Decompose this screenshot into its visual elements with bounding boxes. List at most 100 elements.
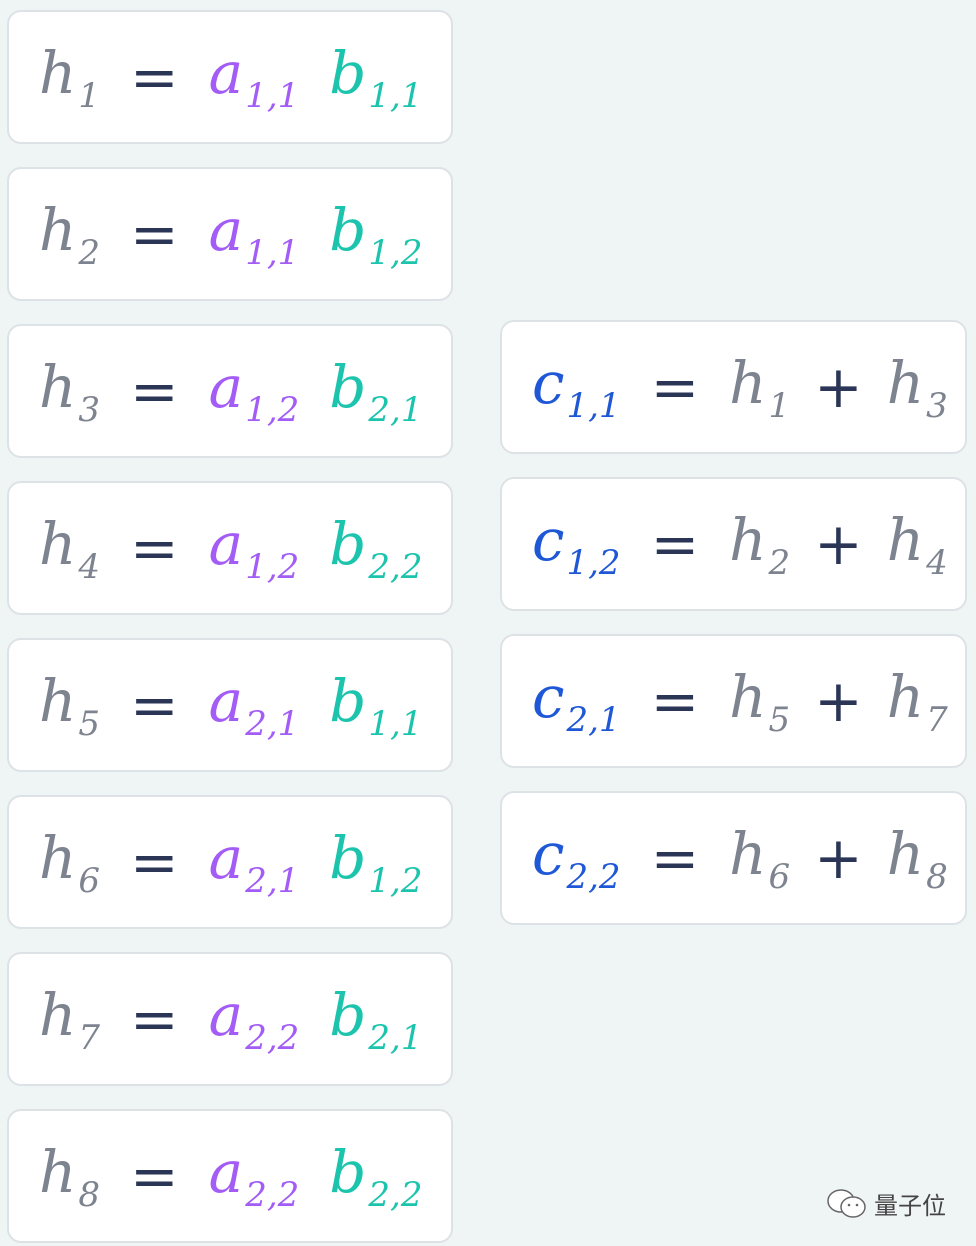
b-term-subscript: 2,1 bbox=[368, 1017, 423, 1058]
h-term-subscript: 3 bbox=[78, 389, 100, 430]
a-term-subscript: 2,1 bbox=[245, 860, 300, 901]
h-term-subscript: 7 bbox=[926, 699, 948, 740]
h-term-subscript: 8 bbox=[78, 1174, 100, 1215]
c-term: c1,2 bbox=[532, 506, 621, 583]
b-term: b2,1 bbox=[329, 353, 422, 430]
h-term: h1 bbox=[39, 39, 100, 116]
a-term-subscript: 2,2 bbox=[245, 1017, 300, 1058]
b-term-subscript: 2,2 bbox=[368, 546, 423, 587]
product-equation-card: h5 = a2,1 b1,1 bbox=[7, 638, 453, 772]
h-term: h6 bbox=[39, 824, 100, 901]
b-term: b1,2 bbox=[329, 196, 422, 273]
watermark-text: 量子位 bbox=[874, 1192, 946, 1220]
c-term-symbol: c bbox=[532, 348, 565, 417]
product-equation-card: h8 = a2,2 b2,2 bbox=[7, 1109, 453, 1243]
b-term-subscript: 1,2 bbox=[368, 232, 423, 273]
h-term-symbol: h bbox=[729, 662, 767, 731]
a-term-symbol: a bbox=[208, 38, 244, 107]
h-term: h8 bbox=[887, 820, 948, 897]
sum-equation-card: c2,1 = h5 + h7 bbox=[500, 634, 967, 768]
h-term-symbol: h bbox=[729, 819, 767, 888]
h-term-subscript: 1 bbox=[768, 385, 791, 426]
b-term: b2,1 bbox=[329, 981, 422, 1058]
h-term-subscript: 5 bbox=[768, 699, 791, 740]
h-term: h8 bbox=[39, 1138, 100, 1215]
h-term-symbol: h bbox=[886, 348, 925, 417]
equals-sign: = bbox=[130, 985, 179, 1053]
sum-equation-card: c2,2 = h6 + h8 bbox=[500, 791, 967, 925]
h-term-subscript: 2 bbox=[768, 542, 791, 583]
a-term-subscript: 1,2 bbox=[245, 546, 300, 587]
equals-sign: = bbox=[130, 1142, 179, 1210]
equals-sign: = bbox=[130, 671, 179, 739]
b-term: b1,1 bbox=[329, 39, 422, 116]
b-term-subscript: 1,2 bbox=[368, 860, 423, 901]
a-term: a1,1 bbox=[209, 39, 300, 116]
c-term-symbol: c bbox=[532, 505, 565, 574]
h-term-symbol: h bbox=[39, 352, 77, 421]
h-term: h3 bbox=[887, 349, 948, 426]
h-term-symbol: h bbox=[39, 666, 77, 735]
h-term-symbol: h bbox=[729, 505, 767, 574]
b-term-subscript: 2,1 bbox=[368, 389, 423, 430]
product-equation-card: h6 = a2,1 b1,2 bbox=[7, 795, 453, 929]
b-term: b1,1 bbox=[329, 667, 422, 744]
h-term-subscript: 6 bbox=[768, 856, 791, 897]
c-term-subscript: 1,2 bbox=[566, 542, 621, 583]
equals-sign: = bbox=[650, 824, 700, 892]
a-term-subscript: 1,1 bbox=[245, 75, 300, 116]
b-term-symbol: b bbox=[329, 195, 367, 264]
h-term-symbol: h bbox=[39, 195, 77, 264]
a-term: a2,1 bbox=[209, 667, 300, 744]
h-term-subscript: 5 bbox=[78, 703, 100, 744]
h-term-subscript: 7 bbox=[78, 1017, 100, 1058]
a-term: a2,1 bbox=[209, 824, 300, 901]
a-term-symbol: a bbox=[208, 666, 244, 735]
a-term-symbol: a bbox=[208, 195, 244, 264]
b-term-symbol: b bbox=[329, 980, 367, 1049]
c-term-subscript: 1,1 bbox=[566, 385, 621, 426]
a-term: a2,2 bbox=[209, 1138, 300, 1215]
product-equation-card: h4 = a1,2 b2,2 bbox=[7, 481, 453, 615]
a-term-subscript: 2,2 bbox=[245, 1174, 300, 1215]
h-term: h5 bbox=[729, 663, 790, 740]
a-term-subscript: 1,1 bbox=[245, 232, 300, 273]
h-term-symbol: h bbox=[39, 509, 77, 578]
product-equation-card: h3 = a1,2 b2,1 bbox=[7, 324, 453, 458]
c-term-subscript: 2,2 bbox=[566, 856, 621, 897]
h-term-subscript: 3 bbox=[926, 385, 948, 426]
a-term-subscript: 2,1 bbox=[245, 703, 300, 744]
a-term-symbol: a bbox=[208, 1137, 244, 1206]
plus-sign: + bbox=[814, 667, 863, 735]
equals-sign: = bbox=[130, 828, 179, 896]
b-term-subscript: 1,1 bbox=[368, 703, 423, 744]
a-term-symbol: a bbox=[208, 823, 244, 892]
h-term: h4 bbox=[39, 510, 100, 587]
h-term-symbol: h bbox=[886, 662, 925, 731]
h-term-subscript: 4 bbox=[78, 546, 100, 587]
h-term: h2 bbox=[39, 196, 100, 273]
plus-sign: + bbox=[814, 824, 863, 892]
h-term-symbol: h bbox=[886, 505, 925, 574]
h-term-symbol: h bbox=[886, 819, 925, 888]
b-term-subscript: 2,2 bbox=[368, 1174, 423, 1215]
b-term: b1,2 bbox=[329, 824, 422, 901]
h-term-symbol: h bbox=[39, 38, 77, 107]
b-term: b2,2 bbox=[329, 1138, 422, 1215]
equals-sign: = bbox=[650, 353, 700, 421]
a-term: a2,2 bbox=[209, 981, 300, 1058]
h-term-symbol: h bbox=[729, 348, 767, 417]
b-term-symbol: b bbox=[329, 823, 367, 892]
h-term-subscript: 8 bbox=[926, 856, 948, 897]
equals-sign: = bbox=[130, 43, 179, 111]
h-term-subscript: 2 bbox=[78, 232, 100, 273]
a-term-symbol: a bbox=[208, 352, 244, 421]
h-term: h5 bbox=[39, 667, 100, 744]
wechat-icon bbox=[827, 1188, 866, 1218]
equals-sign: = bbox=[130, 200, 179, 268]
product-equation-card: h1 = a1,1 b1,1 bbox=[7, 10, 453, 144]
h-term: h7 bbox=[39, 981, 100, 1058]
b-term-subscript: 1,1 bbox=[368, 75, 423, 116]
a-term-subscript: 1,2 bbox=[245, 389, 300, 430]
product-equation-card: h7 = a2,2 b2,1 bbox=[7, 952, 453, 1086]
